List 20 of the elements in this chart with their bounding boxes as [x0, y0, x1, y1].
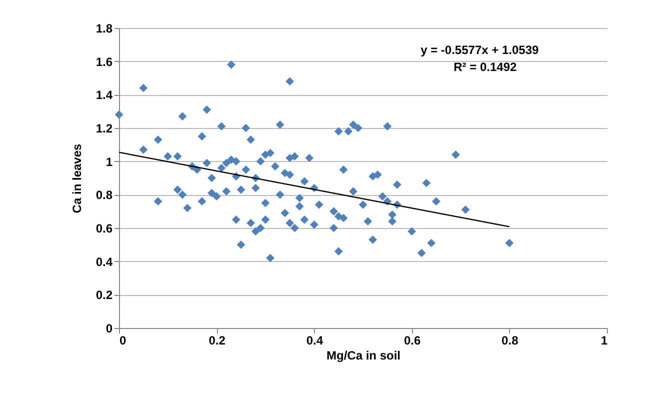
annotation: y = -0.5577x + 1.0539 [420, 43, 539, 57]
y-tick-label: 1.8 [96, 22, 113, 36]
y-tick-label: 1.6 [96, 54, 113, 69]
x-tick-label: 1 [600, 334, 608, 348]
y-tick-label: 0.2 [96, 288, 113, 302]
x-tick-label: 0.2 [208, 334, 226, 348]
y-tick-label: 1.4 [96, 88, 113, 102]
y-tick-label: 0 [106, 322, 113, 336]
y-axis-title: Ca in leaves [70, 143, 84, 214]
y-tick-label: 0.6 [96, 222, 113, 236]
x-axis-title: Mg/Ca in soil [326, 348, 401, 362]
annotation: R² = 0.1492 [454, 60, 517, 74]
x-tick-label: 0.6 [404, 334, 421, 348]
x-tick-label: 0.8 [502, 334, 519, 348]
y-tick-label: 1.2 [96, 122, 113, 136]
x-tick-label: 0 [120, 334, 126, 348]
y-tick-label: 1 [106, 154, 113, 169]
x-tick-label: 0.4 [306, 334, 324, 348]
y-tick-label: 0.4 [96, 254, 113, 269]
y-tick-label: 0.8 [96, 188, 113, 202]
